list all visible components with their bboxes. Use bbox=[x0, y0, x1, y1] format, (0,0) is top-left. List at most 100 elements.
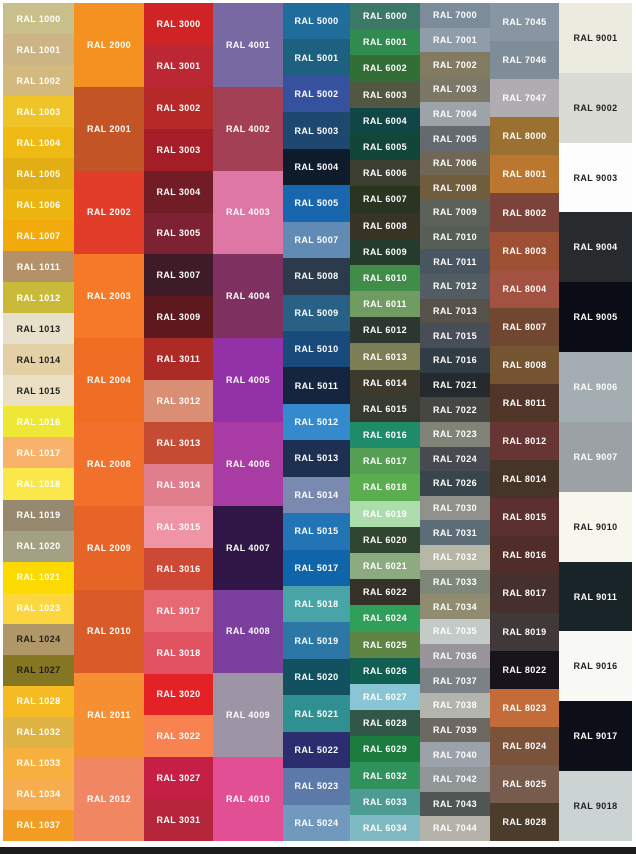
swatch-ral-5018: RAL 5018 bbox=[283, 586, 350, 623]
swatch-ral-5005: RAL 5005 bbox=[283, 185, 350, 222]
swatch-ral-7043: RAL 7043 bbox=[420, 791, 490, 817]
swatch-ral-7031: RAL 7031 bbox=[420, 520, 490, 546]
swatch-ral-1016: RAL 1016 bbox=[3, 406, 74, 438]
swatch-ral-1001: RAL 1001 bbox=[3, 34, 74, 66]
swatch-ral-6003: RAL 6003 bbox=[350, 81, 420, 108]
swatch-ral-8025: RAL 8025 bbox=[490, 764, 559, 803]
swatch-ral-7038: RAL 7038 bbox=[420, 692, 490, 718]
swatch-ral-3013: RAL 3013 bbox=[144, 422, 213, 464]
swatch-ral-5000: RAL 5000 bbox=[283, 3, 350, 40]
swatch-ral-6018: RAL 6018 bbox=[350, 474, 420, 501]
swatch-ral-5002: RAL 5002 bbox=[283, 75, 350, 113]
swatch-ral-8017: RAL 8017 bbox=[490, 574, 559, 613]
swatch-ral-7024: RAL 7024 bbox=[420, 446, 490, 472]
swatch-ral-4008: RAL 4008 bbox=[213, 589, 283, 674]
swatch-ral-3016: RAL 3016 bbox=[144, 547, 213, 590]
swatch-ral-1014: RAL 1014 bbox=[3, 344, 74, 376]
swatch-ral-7011: RAL 7011 bbox=[420, 249, 490, 275]
swatch-ral-5010: RAL 5010 bbox=[283, 330, 350, 368]
swatch-ral-7010: RAL 7010 bbox=[420, 224, 490, 250]
swatch-ral-8004: RAL 8004 bbox=[490, 269, 559, 308]
swatch-ral-7036: RAL 7036 bbox=[420, 643, 490, 669]
ral-color-chart: RAL 1000 RAL 1001 RAL 1002 RAL 1003 RAL 1004… bbox=[3, 3, 632, 842]
column-ral-7045-8028: RAL 7045 RAL 7046 RAL 7047 RAL 8000 RAL 8001… bbox=[490, 3, 559, 842]
swatch-ral-2012: RAL 2012 bbox=[74, 757, 144, 841]
swatch-ral-8024: RAL 8024 bbox=[490, 726, 559, 765]
swatch-ral-6012: RAL 6012 bbox=[350, 317, 420, 344]
swatch-ral-9003: RAL 9003 bbox=[559, 142, 632, 213]
swatch-ral-1018: RAL 1018 bbox=[3, 468, 74, 500]
swatch-ral-1004: RAL 1004 bbox=[3, 127, 74, 159]
swatch-ral-6016: RAL 6016 bbox=[350, 422, 420, 449]
swatch-ral-8011: RAL 8011 bbox=[490, 383, 559, 423]
swatch-ral-6008: RAL 6008 bbox=[350, 212, 420, 239]
column-ral-5000: RAL 5000 RAL 5001 RAL 5002 RAL 5003 RAL 5004… bbox=[283, 3, 350, 842]
swatch-ral-6025: RAL 6025 bbox=[350, 631, 420, 658]
swatch-ral-4004: RAL 4004 bbox=[213, 254, 283, 339]
swatch-ral-1015: RAL 1015 bbox=[3, 375, 74, 407]
swatch-ral-1033: RAL 1033 bbox=[3, 747, 74, 779]
swatch-ral-6017: RAL 6017 bbox=[350, 448, 420, 475]
swatch-ral-3017: RAL 3017 bbox=[144, 589, 213, 632]
swatch-ral-3014: RAL 3014 bbox=[144, 463, 213, 506]
swatch-ral-7039: RAL 7039 bbox=[420, 717, 490, 743]
column-ral-4000: RAL 4001 RAL 4002 RAL 4003 RAL 4004 RAL 4005… bbox=[213, 3, 283, 841]
column-ral-9000: RAL 9001 RAL 9002 RAL 9003 RAL 9004 RAL 9005… bbox=[559, 3, 632, 841]
swatch-ral-4009: RAL 4009 bbox=[213, 673, 283, 758]
swatch-ral-2001: RAL 2001 bbox=[74, 86, 144, 171]
swatch-ral-7046: RAL 7046 bbox=[490, 41, 559, 80]
swatch-ral-5012: RAL 5012 bbox=[283, 403, 350, 441]
swatch-ral-8003: RAL 8003 bbox=[490, 231, 559, 270]
swatch-ral-8000: RAL 8000 bbox=[490, 117, 559, 156]
swatch-ral-8008: RAL 8008 bbox=[490, 345, 559, 384]
swatch-ral-1028: RAL 1028 bbox=[3, 685, 74, 717]
swatch-ral-2000: RAL 2000 bbox=[74, 3, 144, 87]
swatch-ral-3005: RAL 3005 bbox=[144, 212, 213, 255]
column-ral-6000: RAL 6000 RAL 6001 RAL 6002 RAL 6003 RAL 6004… bbox=[350, 3, 420, 841]
swatch-ral-7021: RAL 7021 bbox=[420, 372, 490, 398]
swatch-ral-3031: RAL 3031 bbox=[144, 799, 213, 842]
column-ral-3000: RAL 3000 RAL 3001 RAL 3002 RAL 3003 RAL 3004… bbox=[144, 3, 213, 842]
swatch-ral-4002: RAL 4002 bbox=[213, 86, 283, 171]
swatch-ral-1013: RAL 1013 bbox=[3, 313, 74, 345]
swatch-ral-1006: RAL 1006 bbox=[3, 189, 74, 221]
swatch-ral-1005: RAL 1005 bbox=[3, 158, 74, 190]
swatch-ral-5022: RAL 5022 bbox=[283, 731, 350, 769]
swatch-ral-9001: RAL 9001 bbox=[559, 3, 632, 73]
swatch-ral-6002: RAL 6002 bbox=[350, 55, 420, 82]
swatch-ral-5003: RAL 5003 bbox=[283, 112, 350, 149]
swatch-ral-8002: RAL 8002 bbox=[490, 193, 559, 232]
swatch-ral-7005: RAL 7005 bbox=[420, 126, 490, 151]
swatch-ral-8016: RAL 8016 bbox=[490, 536, 559, 575]
swatch-ral-3015: RAL 3015 bbox=[144, 505, 213, 548]
swatch-ral-1024: RAL 1024 bbox=[3, 623, 74, 655]
swatch-ral-6019: RAL 6019 bbox=[350, 500, 420, 527]
swatch-ral-1007: RAL 1007 bbox=[3, 220, 74, 252]
swatch-ral-6011: RAL 6011 bbox=[350, 291, 420, 318]
swatch-ral-7006: RAL 7006 bbox=[420, 150, 490, 176]
swatch-ral-3012: RAL 3012 bbox=[144, 380, 213, 423]
swatch-ral-6024: RAL 6024 bbox=[350, 605, 420, 632]
swatch-ral-3004: RAL 3004 bbox=[144, 170, 213, 213]
swatch-ral-1012: RAL 1012 bbox=[3, 282, 74, 314]
swatch-ral-5020: RAL 5020 bbox=[283, 658, 350, 696]
column-ral-2000: RAL 2000 RAL 2001 RAL 2002 RAL 2003 RAL 2004… bbox=[74, 3, 144, 841]
swatch-ral-6026: RAL 6026 bbox=[350, 657, 420, 684]
swatch-ral-8023: RAL 8023 bbox=[490, 688, 559, 727]
swatch-ral-3011: RAL 3011 bbox=[144, 338, 213, 381]
swatch-ral-1034: RAL 1034 bbox=[3, 778, 74, 810]
swatch-ral-7030: RAL 7030 bbox=[420, 495, 490, 521]
swatch-ral-7008: RAL 7008 bbox=[420, 175, 490, 201]
swatch-ral-6000: RAL 6000 bbox=[350, 3, 420, 30]
swatch-ral-5008: RAL 5008 bbox=[283, 258, 350, 295]
swatch-ral-7042: RAL 7042 bbox=[420, 766, 490, 792]
swatch-ral-3022: RAL 3022 bbox=[144, 715, 213, 758]
column-ral-1000: RAL 1000 RAL 1001 RAL 1002 RAL 1003 RAL 1004… bbox=[3, 3, 74, 841]
swatch-ral-1011: RAL 1011 bbox=[3, 251, 74, 283]
swatch-ral-7003: RAL 7003 bbox=[420, 76, 490, 102]
swatch-ral-6009: RAL 6009 bbox=[350, 238, 420, 265]
swatch-ral-3020: RAL 3020 bbox=[144, 673, 213, 716]
swatch-ral-9005: RAL 9005 bbox=[559, 282, 632, 353]
swatch-ral-7044: RAL 7044 bbox=[420, 816, 490, 841]
swatch-ral-7009: RAL 7009 bbox=[420, 200, 490, 225]
